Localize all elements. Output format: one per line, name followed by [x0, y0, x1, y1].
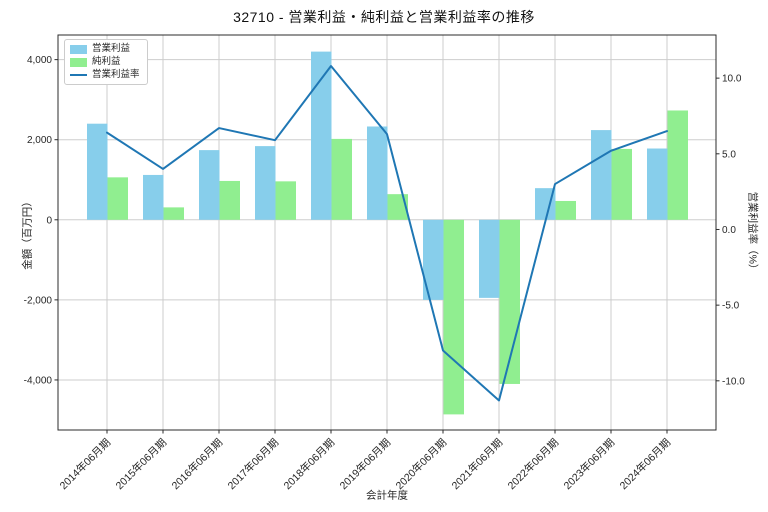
- net-profit-bar: [555, 200, 576, 220]
- x-tick-label: 2024年06月期: [617, 436, 673, 492]
- operating-margin-line: [106, 65, 668, 402]
- net-profit-bar: [667, 110, 688, 220]
- operating-margin-line-swatch: [70, 73, 87, 77]
- net-profit-bar: [163, 207, 184, 220]
- y-axis-label-right: 営業利益率（%）: [746, 191, 759, 275]
- chart-title: 32710 - 営業利益・純利益と営業利益率の推移: [233, 9, 535, 25]
- y-tick-label-right: 0.0: [722, 225, 736, 236]
- legend-label: 営業利益: [92, 43, 131, 54]
- operating-profit-bar: [87, 123, 108, 220]
- operating-profit-bar: [199, 150, 220, 220]
- y-tick-label-left: -4,000: [24, 375, 53, 386]
- operating-profit-bar: [143, 174, 164, 220]
- y-tick-label-right: 10.0: [722, 74, 742, 85]
- x-tick-label: 2021年06月期: [449, 436, 505, 492]
- x-tick-label: 2023年06月期: [561, 436, 617, 492]
- net-profit-bar: [219, 180, 240, 220]
- legend-item-net-profit: 純利益: [70, 57, 147, 67]
- net-profit-bar: [611, 148, 632, 220]
- y-tick-label-right: 5.0: [722, 149, 736, 160]
- x-axis-label: 会計年度: [366, 489, 408, 502]
- x-tick-label: 2016年06月期: [169, 436, 225, 492]
- operating-profit-bar: [423, 219, 444, 300]
- net-profit-swatch: [70, 57, 87, 67]
- x-tick-label: 2022年06月期: [505, 436, 561, 492]
- net-profit-bar: [443, 219, 464, 415]
- y-tick-label-left: 0: [46, 215, 52, 226]
- legend-label: 営業利益率: [92, 69, 140, 80]
- operating-profit-bar: [367, 126, 388, 220]
- y-tick-label-left: 4,000: [27, 55, 52, 66]
- net-profit-bar: [107, 177, 128, 220]
- x-tick-label: 2018年06月期: [281, 436, 337, 492]
- legend-label: 純利益: [92, 56, 121, 67]
- net-profit-bar: [331, 138, 352, 220]
- x-tick-label: 2017年06月期: [225, 436, 281, 492]
- operating-profit-bar: [647, 148, 668, 220]
- net-profit-bar: [275, 181, 296, 220]
- y-tick-label-right: -10.0: [722, 376, 745, 387]
- y-tick-label-left: -2,000: [24, 295, 53, 306]
- operating-profit-bar: [255, 146, 276, 220]
- legend: 営業利益 純利益 営業利益率: [64, 39, 148, 85]
- x-tick-label: 2015年06月期: [113, 436, 169, 492]
- legend-item-operating-margin: 営業利益率: [70, 70, 147, 80]
- y-axis-label-left: 金額（百万円）: [21, 196, 34, 270]
- y-tick-label-left: 2,000: [27, 135, 52, 146]
- y-tick-label-right: -5.0: [722, 301, 740, 312]
- x-tick-label: 2014年06月期: [57, 436, 113, 492]
- operating-profit-bar: [591, 130, 612, 220]
- legend-item-operating-profit: 営業利益: [70, 44, 147, 54]
- x-tick-label: 2019年06月期: [337, 436, 393, 492]
- operating-profit-bar: [311, 51, 332, 220]
- net-profit-bar: [387, 194, 408, 220]
- operating-profit-bar: [479, 219, 500, 298]
- x-tick-label: 2020年06月期: [393, 436, 449, 492]
- operating-profit-swatch: [70, 44, 87, 54]
- operating-profit-bar: [535, 188, 556, 220]
